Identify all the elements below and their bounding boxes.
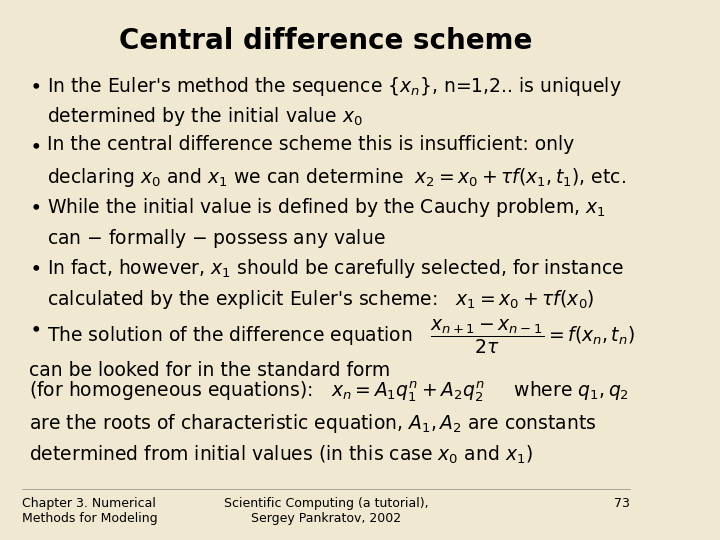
Text: While the initial value is defined by the Cauchy problem, $x_1$: While the initial value is defined by th… (47, 196, 606, 219)
Text: $\bullet$: $\bullet$ (29, 196, 40, 215)
Text: calculated by the explicit Euler's scheme:   $x_1 = x_0 + \tau f(x_0)$: calculated by the explicit Euler's schem… (47, 288, 594, 310)
Text: can be looked for in the standard form: can be looked for in the standard form (29, 361, 390, 380)
Text: The solution of the difference equation   $\dfrac{x_{n+1} - x_{n-1}}{2\tau} = f(: The solution of the difference equation … (47, 318, 634, 356)
Text: (for homogeneous equations):   $x_n = A_1 q_1^n + A_2 q_2^n$     where $q_1, q_2: (for homogeneous equations): $x_n = A_1 … (29, 380, 629, 404)
Text: In the central difference scheme this is insufficient: only: In the central difference scheme this is… (47, 136, 574, 154)
Text: are the roots of characteristic equation, $A_1, A_2$ are constants: are the roots of characteristic equation… (29, 411, 596, 435)
Text: Central difference scheme: Central difference scheme (120, 27, 533, 55)
Text: In the Euler's method the sequence $\{x_n\}$, n=1,2.. is uniquely: In the Euler's method the sequence $\{x_… (47, 75, 621, 98)
Text: 73: 73 (614, 497, 630, 510)
Text: Chapter 3. Numerical
Methods for Modeling: Chapter 3. Numerical Methods for Modelin… (22, 497, 158, 525)
Text: $\bullet$: $\bullet$ (29, 318, 40, 337)
Text: $\bullet$: $\bullet$ (29, 257, 40, 276)
Text: determined by the initial value $x_0$: determined by the initial value $x_0$ (47, 105, 363, 129)
Text: can $-$ formally $-$ possess any value: can $-$ formally $-$ possess any value (47, 227, 385, 249)
Text: $\bullet$: $\bullet$ (29, 75, 40, 94)
Text: declaring $x_0$ and $x_1$ we can determine  $x_2 = x_0 + \tau f(x_1, t_1)$, etc.: declaring $x_0$ and $x_1$ we can determi… (47, 166, 626, 189)
Text: Scientific Computing (a tutorial),
Sergey Pankratov, 2002: Scientific Computing (a tutorial), Serge… (224, 497, 428, 525)
Text: In fact, however, $x_1$ should be carefully selected, for instance: In fact, however, $x_1$ should be carefu… (47, 257, 624, 280)
Text: $\bullet$: $\bullet$ (29, 136, 40, 154)
Text: determined from initial values (in this case $x_0$ and $x_1$): determined from initial values (in this … (29, 444, 532, 466)
